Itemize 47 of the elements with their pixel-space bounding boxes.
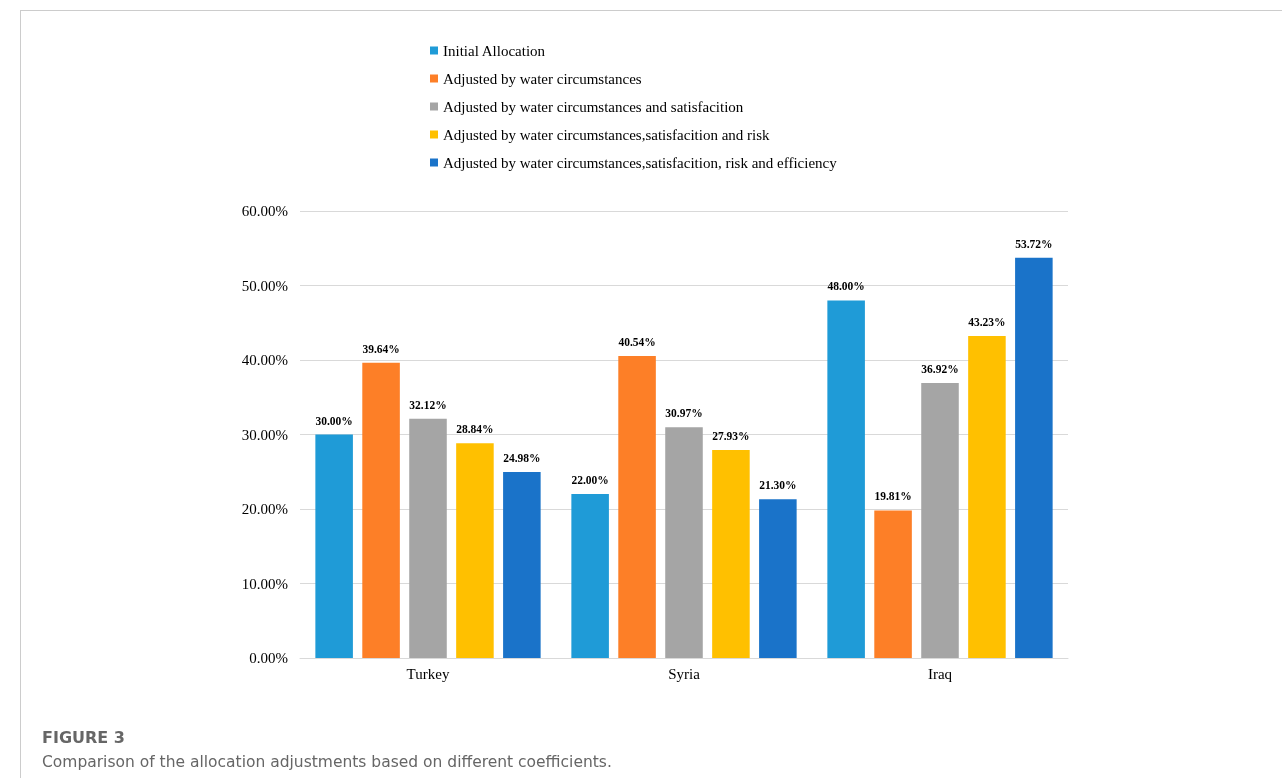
y-tick-label: 60.00% [241,203,288,219]
bar [456,443,494,658]
data-label: 43.23% [968,315,1006,328]
y-tick-label: 0.00% [249,650,288,666]
data-label: 53.72% [1015,237,1053,250]
legend-label: Adjusted by water circumstances,satisfacition, risk and efficiency [443,154,838,171]
y-tick-label: 20.00% [241,501,288,517]
data-label: 21.30% [759,479,797,492]
data-label: 27.93% [712,429,750,442]
data-label: 40.54% [618,335,656,348]
data-label: 30.97% [665,407,703,420]
legend-label: Adjusted by water circumstances and satisfacition [443,98,744,115]
bar [315,434,353,658]
caption: FIGURE 3 [42,727,126,749]
x-tick-label: Turkey [406,665,450,682]
y-tick-label: 30.00% [241,426,288,443]
legend-label: Adjusted by water circumstances [443,70,642,87]
bar [571,494,609,658]
data-label: 32.12% [409,398,447,411]
data-label: 36.92% [921,362,959,375]
bar [503,471,541,658]
data-label: 48.00% [827,280,865,293]
data-label: 22.00% [571,474,609,487]
bar [1015,257,1053,658]
bar [921,382,959,658]
text: Comparison of the allocation adjustments based on different coefficients. [42,752,612,773]
y-tick-label: 10.00% [241,575,288,592]
y-tick-label: 50.00% [241,277,288,294]
bar [968,335,1006,658]
bar [362,362,400,658]
bar [827,300,865,658]
legend-label: Adjusted by water circumstances,satisfacition and risk [443,126,771,143]
x-tick-label: Syria [668,665,701,682]
data-label: 19.81% [874,490,912,503]
bar [665,427,703,658]
bar [874,510,912,658]
bar [618,355,656,658]
y-tick-label: 40.00% [241,352,288,368]
bar [409,418,447,658]
x-tick-label: Iraq [927,665,953,682]
data-label: 24.98% [503,451,541,464]
bar [712,449,750,658]
data-label: 30.00% [315,414,353,427]
data-label: 39.64% [362,342,400,355]
bar [759,499,797,658]
data-label: 28.84% [456,423,494,436]
legend-label: Initial Allocation [443,42,546,59]
